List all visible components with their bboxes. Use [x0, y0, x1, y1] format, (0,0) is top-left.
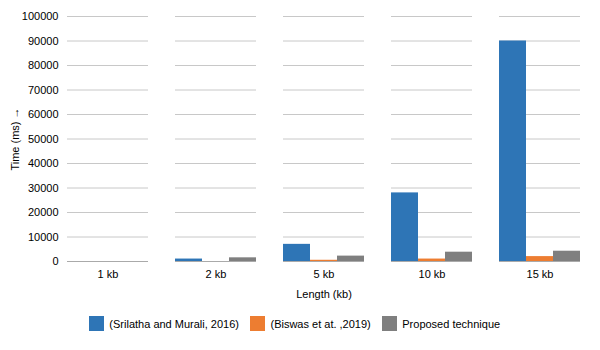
svg-text:1 kb: 1 kb [98, 268, 119, 280]
svg-text:20000: 20000 [28, 206, 59, 218]
svg-text:70000: 70000 [28, 84, 59, 96]
svg-text:80000: 80000 [28, 59, 59, 71]
svg-text:Time (ms) →: Time (ms) → [9, 107, 21, 170]
svg-text:Length (kb): Length (kb) [296, 288, 352, 300]
svg-text:30000: 30000 [28, 182, 59, 194]
svg-text:50000: 50000 [28, 133, 59, 145]
html-text:Proposed technique: Proposed technique [402, 317, 501, 330]
svg-text:90000: 90000 [28, 35, 59, 47]
html-text:(Biswas et at. ,2019): (Biswas et at. ,2019) [270, 317, 371, 330]
svg-text:15 kb: 15 kb [527, 268, 554, 280]
svg-text:10 kb: 10 kb [419, 268, 446, 280]
svg-text:10000: 10000 [28, 231, 59, 243]
svg-text:0: 0 [52, 255, 58, 267]
svg-text:60000: 60000 [28, 108, 59, 120]
svg-text:40000: 40000 [28, 157, 59, 169]
svg-text:100000: 100000 [22, 10, 59, 22]
svg-text:5 kb: 5 kb [314, 268, 335, 280]
svg-text:2 kb: 2 kb [206, 268, 227, 280]
html-text:(Srilatha and Murali, 2016): (Srilatha and Murali, 2016) [109, 317, 239, 330]
